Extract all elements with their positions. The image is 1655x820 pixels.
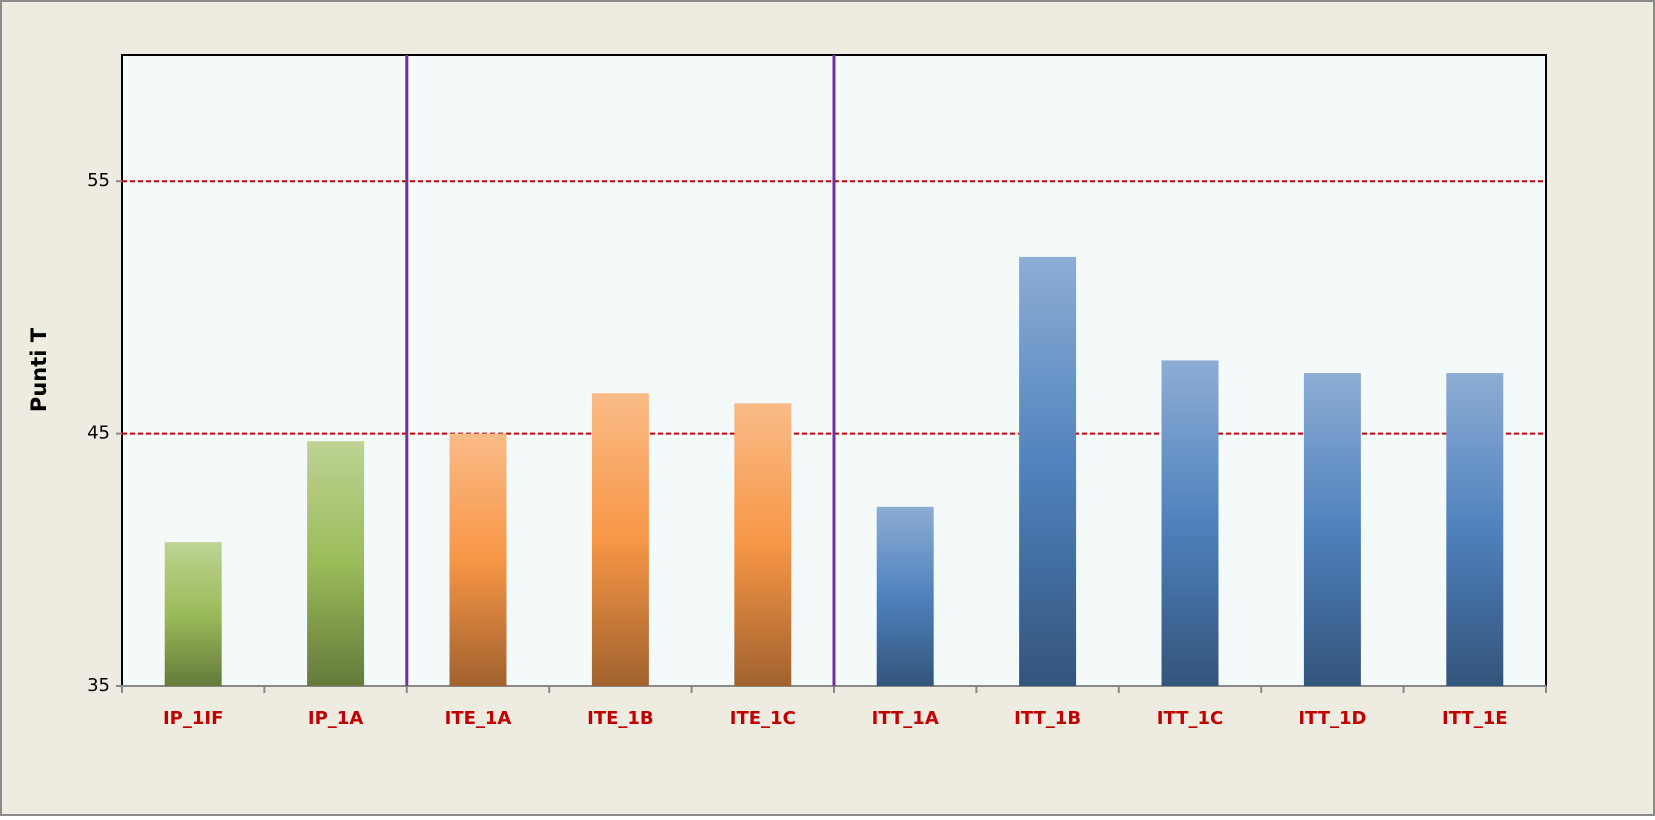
x-tick-label: ITT_1E <box>1442 708 1508 729</box>
x-tick-label: ITT_1B <box>1014 708 1081 729</box>
bar <box>1446 373 1504 686</box>
x-tick-label: ITT_1A <box>872 708 939 729</box>
bar <box>591 393 649 686</box>
x-tick-label: ITT_1D <box>1298 708 1366 729</box>
y-tick-label: 55 <box>87 170 110 191</box>
bar <box>876 506 934 686</box>
y-tick-label: 35 <box>87 675 110 696</box>
bar <box>1161 360 1219 686</box>
bar <box>734 403 792 686</box>
y-tick-label: 45 <box>87 423 110 444</box>
bar <box>164 542 222 686</box>
bar <box>1019 256 1077 686</box>
y-axis-label: Punti T <box>27 327 51 412</box>
x-tick-label: ITE_1B <box>587 708 654 729</box>
bar <box>307 441 365 686</box>
x-tick-label: IP_1A <box>308 708 363 729</box>
x-tick-label: ITT_1C <box>1157 708 1223 729</box>
x-tick-label: IP_1IF <box>163 708 223 729</box>
bar <box>1303 373 1361 686</box>
x-tick-label: ITE_1C <box>730 708 796 729</box>
bar <box>449 433 507 686</box>
x-tick-label: ITE_1A <box>445 708 512 729</box>
